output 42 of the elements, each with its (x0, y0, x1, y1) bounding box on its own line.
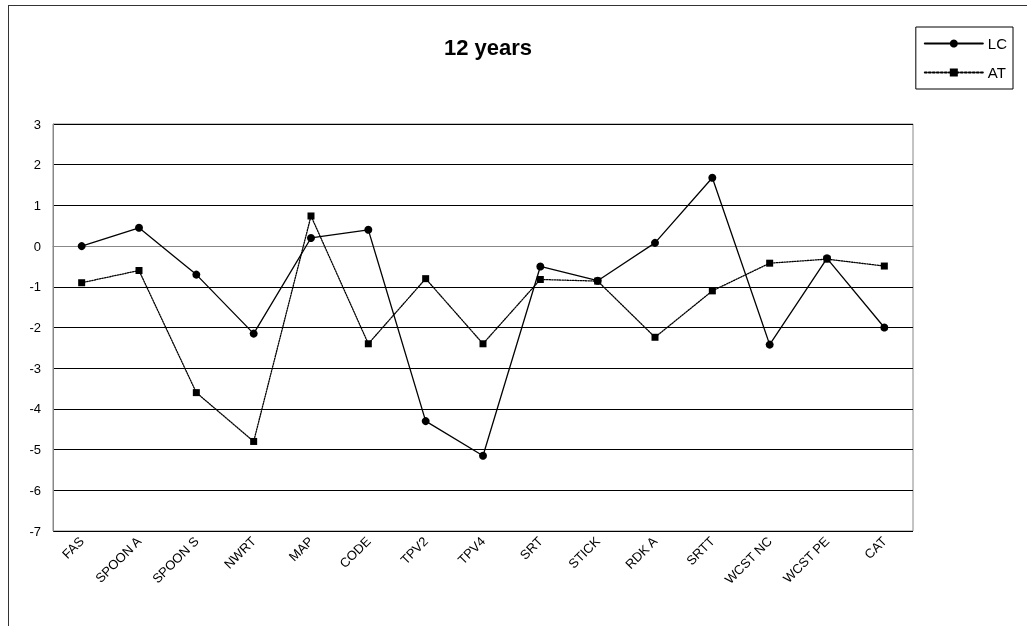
point (421, 417, 430, 426)
point (77, 242, 86, 251)
point (479, 340, 487, 348)
point (135, 223, 143, 232)
legend-label: AT (987, 64, 1006, 81)
y-tick-label: 2 (33, 157, 41, 173)
point (479, 451, 487, 460)
point (880, 262, 888, 270)
y-tick-label: -2 (29, 320, 41, 335)
point (307, 233, 315, 242)
y-tick-label: -5 (29, 442, 41, 458)
point (192, 389, 200, 397)
point (135, 267, 143, 275)
y-tick-label: -1 (29, 279, 41, 295)
point (250, 437, 258, 445)
point (364, 225, 373, 234)
point (536, 262, 545, 271)
y-tick-label: -4 (29, 401, 41, 417)
point (651, 238, 659, 247)
point (765, 340, 774, 349)
point (651, 333, 659, 341)
x-tick-label: CAT (861, 533, 890, 562)
y-tick-label: 0 (33, 238, 41, 254)
y-tick-label: -6 (29, 482, 41, 498)
point (708, 173, 717, 182)
x-tick-label: FAS (59, 533, 88, 562)
point (192, 270, 201, 279)
chart-title: 12 years (443, 34, 533, 60)
legend-label: LC (987, 35, 1008, 52)
point (307, 212, 315, 220)
y-tick-label: -3 (29, 360, 41, 376)
point (249, 329, 258, 338)
point (766, 259, 774, 267)
point (364, 340, 372, 348)
point (422, 275, 430, 283)
y-tick-label: 3 (33, 116, 41, 132)
point (708, 287, 716, 295)
point (536, 275, 544, 283)
y-tick-label: 1 (33, 197, 41, 213)
y-tick-label: -7 (29, 523, 41, 539)
point (78, 279, 86, 287)
point (880, 323, 889, 332)
